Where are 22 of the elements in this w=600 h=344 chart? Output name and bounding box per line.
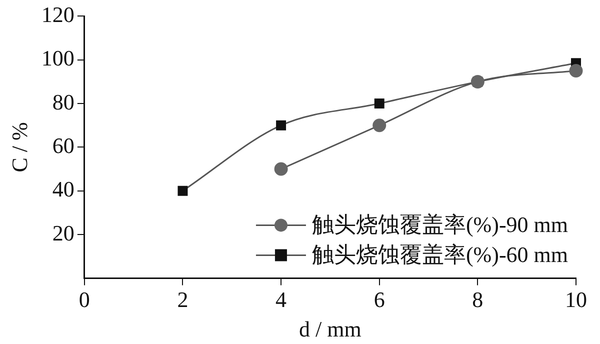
y-tick-label: 120 [41, 2, 74, 27]
x-tick-label: 0 [78, 287, 90, 312]
point [569, 64, 583, 78]
x-axis-title: d / mm [299, 316, 362, 342]
x-tick-label: 6 [374, 287, 385, 312]
y-axis-title: C / % [6, 122, 32, 172]
y-tick-label: 40 [52, 176, 74, 202]
point [372, 118, 386, 132]
y-tick-label: 80 [52, 89, 74, 114]
y-tick-label: 20 [52, 220, 74, 246]
legend-label: 触头烧蚀覆盖率(%)-90 mm [312, 212, 568, 237]
point [178, 186, 188, 196]
x-tick-label: 8 [472, 287, 484, 312]
point [374, 98, 384, 109]
y-tick-label: 60 [52, 132, 74, 158]
point [274, 162, 288, 176]
x-tick-label: 2 [177, 287, 188, 312]
x-tick-label: 10 [565, 287, 587, 312]
point [276, 120, 286, 130]
y-tick-label: 100 [41, 46, 74, 71]
legend-label: 触头烧蚀覆盖率(%)-60 mm [312, 242, 568, 267]
x-tick-label: 4 [276, 287, 287, 312]
